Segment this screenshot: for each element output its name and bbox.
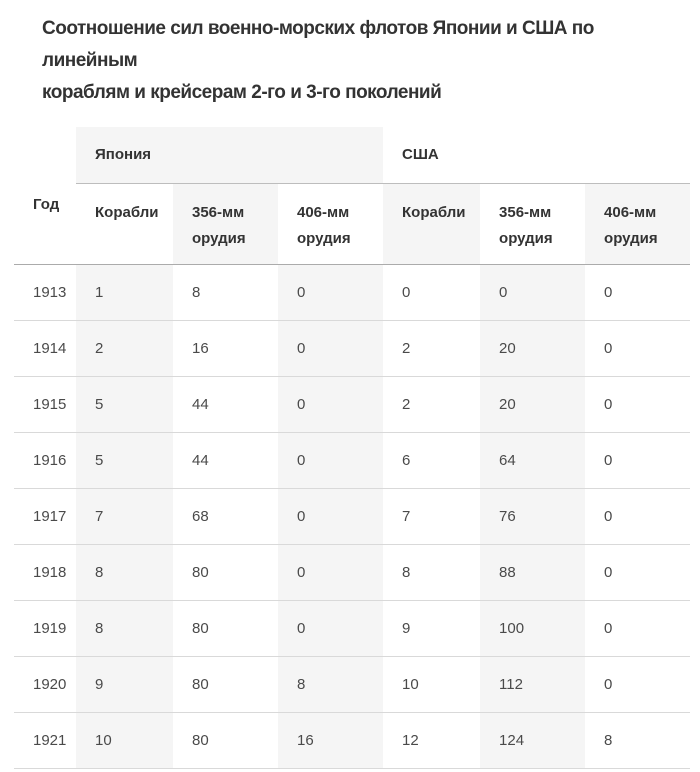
value-cell: 8 bbox=[585, 712, 691, 769]
value-cell: 124 bbox=[480, 712, 586, 769]
value-cell: 7 bbox=[76, 488, 173, 545]
value-cell: 9 bbox=[76, 656, 173, 713]
year-cell: 1917 bbox=[14, 488, 76, 545]
value-cell: 20 bbox=[480, 320, 586, 377]
value-cell: 8 bbox=[76, 544, 173, 601]
value-cell: 0 bbox=[278, 264, 384, 321]
column-header-year: Год bbox=[14, 127, 76, 265]
value-cell: 0 bbox=[585, 432, 691, 489]
header-sub-row: Корабли 356-мм орудия 406-мм орудия Кора… bbox=[14, 183, 691, 265]
value-cell: 10 bbox=[76, 712, 173, 769]
value-cell: 2 bbox=[383, 376, 481, 433]
value-cell: 8 bbox=[76, 600, 173, 657]
table-row: 1920 9 80 8 10 112 0 bbox=[14, 656, 691, 713]
value-cell: 76 bbox=[480, 488, 586, 545]
page-title: Соотношение сил военно-морских флотов Яп… bbox=[42, 18, 594, 103]
year-cell: 1916 bbox=[14, 432, 76, 489]
value-cell: 5 bbox=[76, 376, 173, 433]
column-header-japan-406mm: 406-мм орудия bbox=[278, 183, 384, 265]
year-cell: 1918 bbox=[14, 544, 76, 601]
table-row: 1913 1 8 0 0 0 0 bbox=[14, 264, 691, 321]
value-cell: 0 bbox=[585, 544, 691, 601]
value-cell: 80 bbox=[173, 600, 278, 657]
value-cell: 44 bbox=[173, 376, 278, 433]
column-header-japan-356mm: 356-мм орудия bbox=[173, 183, 278, 265]
value-cell: 0 bbox=[585, 656, 691, 713]
value-cell: 0 bbox=[585, 376, 691, 433]
table-header: Год Япония США Корабли 356-мм орудия 406… bbox=[14, 127, 691, 265]
value-cell: 2 bbox=[76, 320, 173, 377]
value-cell: 0 bbox=[585, 264, 691, 321]
value-cell: 12 bbox=[383, 712, 481, 769]
column-group-japan: Япония bbox=[76, 127, 384, 184]
data-table: Год Япония США Корабли 356-мм орудия 406… bbox=[14, 127, 691, 769]
value-cell: 1 bbox=[76, 264, 173, 321]
table-row: 1915 5 44 0 2 20 0 bbox=[14, 376, 691, 433]
year-cell: 1920 bbox=[14, 656, 76, 713]
table-row: 1917 7 68 0 7 76 0 bbox=[14, 488, 691, 545]
value-cell: 20 bbox=[480, 376, 586, 433]
year-cell: 1913 bbox=[14, 264, 76, 321]
year-cell: 1915 bbox=[14, 376, 76, 433]
value-cell: 100 bbox=[480, 600, 586, 657]
value-cell: 0 bbox=[278, 544, 384, 601]
value-cell: 2 bbox=[383, 320, 481, 377]
value-cell: 0 bbox=[585, 320, 691, 377]
table-row: 1918 8 80 0 8 88 0 bbox=[14, 544, 691, 601]
value-cell: 7 bbox=[383, 488, 481, 545]
value-cell: 5 bbox=[76, 432, 173, 489]
value-cell: 80 bbox=[173, 544, 278, 601]
table-row: 1921 10 80 16 12 124 8 bbox=[14, 712, 691, 769]
value-cell: 0 bbox=[278, 600, 384, 657]
value-cell: 8 bbox=[173, 264, 278, 321]
value-cell: 0 bbox=[278, 432, 384, 489]
value-cell: 112 bbox=[480, 656, 586, 713]
value-cell: 0 bbox=[278, 320, 384, 377]
value-cell: 6 bbox=[383, 432, 481, 489]
value-cell: 80 bbox=[173, 712, 278, 769]
value-cell: 44 bbox=[173, 432, 278, 489]
value-cell: 80 bbox=[173, 656, 278, 713]
table-row: 1914 2 16 0 2 20 0 bbox=[14, 320, 691, 377]
value-cell: 68 bbox=[173, 488, 278, 545]
value-cell: 8 bbox=[383, 544, 481, 601]
table-row: 1916 5 44 0 6 64 0 bbox=[14, 432, 691, 489]
table-row: 1919 8 80 0 9 100 0 bbox=[14, 600, 691, 657]
column-group-usa: США bbox=[383, 127, 691, 184]
value-cell: 0 bbox=[278, 376, 384, 433]
year-cell: 1919 bbox=[14, 600, 76, 657]
value-cell: 88 bbox=[480, 544, 586, 601]
column-header-usa-356mm: 356-мм орудия bbox=[480, 183, 586, 265]
year-cell: 1921 bbox=[14, 712, 76, 769]
value-cell: 16 bbox=[173, 320, 278, 377]
value-cell: 0 bbox=[585, 600, 691, 657]
value-cell: 9 bbox=[383, 600, 481, 657]
year-cell: 1914 bbox=[14, 320, 76, 377]
value-cell: 0 bbox=[383, 264, 481, 321]
column-header-usa-ships: Корабли bbox=[383, 183, 481, 265]
table-body: 1913 1 8 0 0 0 0 1914 2 16 0 2 20 0 1915 5 44 0 2 20 0 1916 5 4… bbox=[14, 264, 691, 769]
value-cell: 10 bbox=[383, 656, 481, 713]
value-cell: 0 bbox=[278, 488, 384, 545]
value-cell: 64 bbox=[480, 432, 586, 489]
value-cell: 8 bbox=[278, 656, 384, 713]
column-header-usa-406mm: 406-мм орудия bbox=[585, 183, 691, 265]
value-cell: 0 bbox=[480, 264, 586, 321]
value-cell: 16 bbox=[278, 712, 384, 769]
value-cell: 0 bbox=[585, 488, 691, 545]
header-group-row: Год Япония США bbox=[14, 127, 691, 265]
column-header-japan-ships: Корабли bbox=[76, 183, 173, 265]
